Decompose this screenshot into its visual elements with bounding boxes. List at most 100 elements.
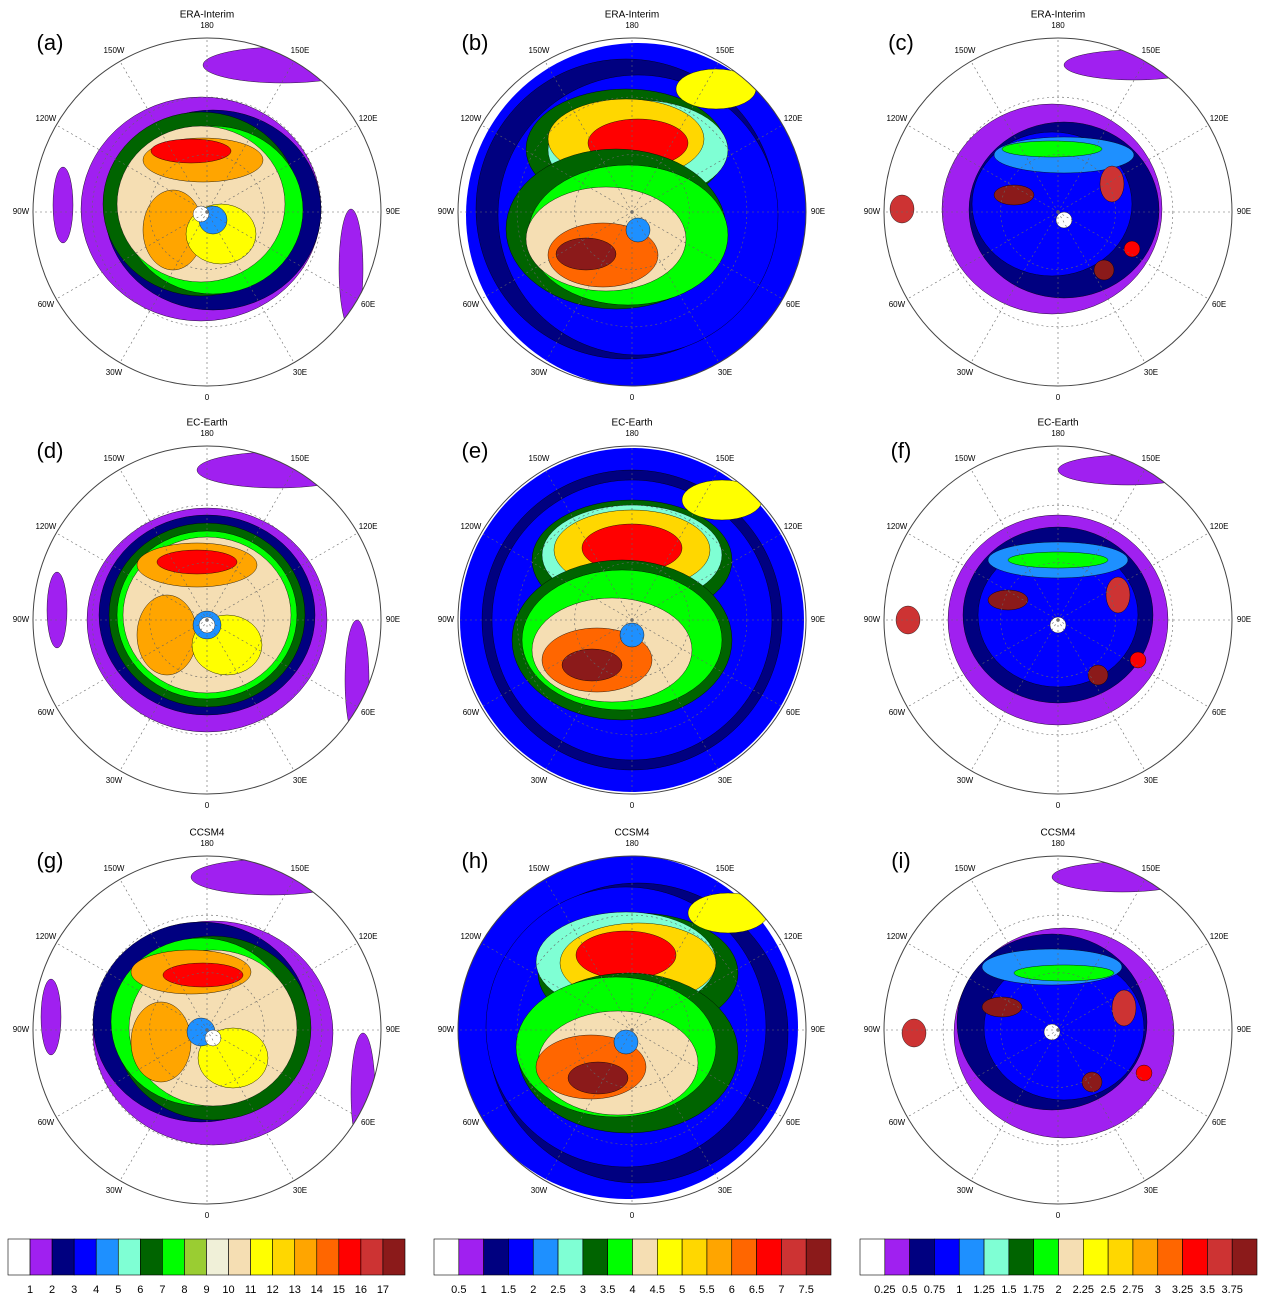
map-panel: ERA-Interim (c) 180 150E 120E 90E 60E 30E 0 30W 60… <box>864 10 1251 402</box>
longitude-label: 180 <box>1051 21 1065 30</box>
longitude-label: 90W <box>13 615 30 624</box>
contour-region <box>993 184 1035 206</box>
graticule-meridian <box>970 61 1059 213</box>
longitude-label: 120W <box>460 114 481 123</box>
map-field <box>458 446 806 794</box>
panel-label: (b) <box>462 30 489 55</box>
map-border <box>883 445 1233 795</box>
contour-region <box>204 1029 222 1047</box>
graticule-meridian <box>631 619 783 708</box>
colorbar-box <box>1157 1238 1183 1276</box>
graticule-meridian <box>544 211 633 363</box>
graticule-meridian <box>481 211 633 300</box>
longitude-label: 150W <box>529 864 550 873</box>
map-border <box>32 855 382 1205</box>
longitude-label: 150W <box>104 454 125 463</box>
colorbar-box <box>360 1238 384 1276</box>
map-field <box>884 446 1232 794</box>
colorbar-box <box>29 1238 53 1276</box>
map-panel: ERA-Interim (a) 180 150E 120E 90E 60E 30E 0 30W 60… <box>13 10 400 402</box>
colorbar-label: 6 <box>137 1284 143 1296</box>
map-panel: EC-Earth (e) 180 150E 120E 90E 60E 30E 0 30W 60W 90… <box>438 418 825 810</box>
longitude-label: 150E <box>1142 454 1161 463</box>
map-field <box>884 856 1232 1204</box>
panel-label: (h) <box>462 848 489 873</box>
map-field <box>458 38 806 386</box>
colorbar-box <box>1107 1238 1134 1276</box>
graticule-meridian <box>907 1029 1059 1118</box>
colorbar: 0.5 1 1.5 2 2.5 3 3.5 4 4.5 5 5.5 6 6.5 7 7.5 <box>433 1238 832 1296</box>
map-field <box>458 856 806 1204</box>
colorbar-box <box>934 1238 960 1276</box>
contour-region <box>1051 861 1193 893</box>
colorbar-box <box>582 1238 608 1276</box>
longitude-label: 60E <box>786 708 800 717</box>
contour-region <box>561 648 623 682</box>
panel-label: (e) <box>462 438 489 463</box>
contour-region <box>987 589 1029 611</box>
contour-region <box>1055 211 1073 229</box>
colorbar-box <box>706 1238 733 1276</box>
graticule-meridian <box>631 879 720 1031</box>
colorbar-box <box>73 1238 97 1276</box>
graticule-meridian <box>631 1029 720 1181</box>
longitude-label: 90E <box>811 1025 825 1034</box>
graticule-meridian <box>907 211 1059 300</box>
colorbar-label: 3.5 <box>1200 1284 1215 1296</box>
longitude-label: 60W <box>889 1118 906 1127</box>
longitude-label: 30E <box>718 368 732 377</box>
graticule-meridian <box>631 211 720 363</box>
map-border <box>457 445 807 795</box>
contour-region <box>1123 240 1141 258</box>
colorbar-label: 4.5 <box>650 1284 665 1296</box>
graticule-meridian <box>481 124 633 213</box>
longitude-label: 150W <box>955 46 976 55</box>
map-panel: ERA-Interim (b) 180 150E 120E 90E 60E 30E 0 30W 60… <box>438 10 825 402</box>
graticule-meridian <box>481 619 633 708</box>
colorbar: 1 2 3 4 5 6 7 8 9 10 11 12 13 14 15 16 17 <box>7 1238 406 1296</box>
map-panel: EC-Earth (f) 180 150E 120E 90E 60E 30E 0 30W 60W 90… <box>864 418 1251 810</box>
longitude-label: 30W <box>106 1186 123 1195</box>
map-field <box>33 856 381 1204</box>
colorbar-label: 16 <box>355 1284 367 1296</box>
contour-region <box>681 479 763 521</box>
longitude-label: 30W <box>957 776 974 785</box>
colorbar-label: 2.5 <box>1100 1284 1115 1296</box>
map-border <box>32 445 382 795</box>
colorbar-label: 3 <box>1155 1284 1161 1296</box>
longitude-label: 150E <box>291 864 310 873</box>
colorbar-label: 7 <box>159 1284 165 1296</box>
map-border <box>457 855 807 1205</box>
colorbar-box <box>532 1238 559 1276</box>
contour-region <box>901 1018 927 1048</box>
colorbar-box <box>1231 1238 1258 1276</box>
graticule-circle <box>91 914 323 1146</box>
colorbar-box <box>958 1238 985 1276</box>
longitude-label: 150E <box>1142 864 1161 873</box>
panel-title: CCSM4 <box>614 828 649 839</box>
panel-title: EC-Earth <box>611 418 652 429</box>
longitude-label: 90E <box>1237 1025 1251 1034</box>
longitude-label: 60E <box>361 1118 375 1127</box>
contour-region <box>136 594 198 676</box>
map-border <box>32 37 382 387</box>
graticule-meridian <box>481 942 633 1031</box>
longitude-label: 120E <box>784 932 803 941</box>
graticule-circle <box>91 96 323 328</box>
colorbar-label: 2.5 <box>550 1284 565 1296</box>
colorbar-label: 11 <box>245 1284 256 1296</box>
colorbar-label: 1 <box>27 1284 33 1296</box>
longitude-label: 120W <box>460 522 481 531</box>
graticule-meridian <box>119 211 208 363</box>
contour-region <box>1081 1071 1103 1093</box>
colorbar-label: 0.5 <box>902 1284 917 1296</box>
longitude-label: 90E <box>811 207 825 216</box>
graticule-circle <box>516 96 748 328</box>
graticule-circle <box>942 96 1174 328</box>
longitude-label: 60W <box>463 708 480 717</box>
colorbar-label: 0.25 <box>874 1284 895 1296</box>
colorbar-box <box>1182 1238 1208 1276</box>
colorbar-box <box>657 1238 683 1276</box>
longitude-label: 90W <box>438 615 455 624</box>
